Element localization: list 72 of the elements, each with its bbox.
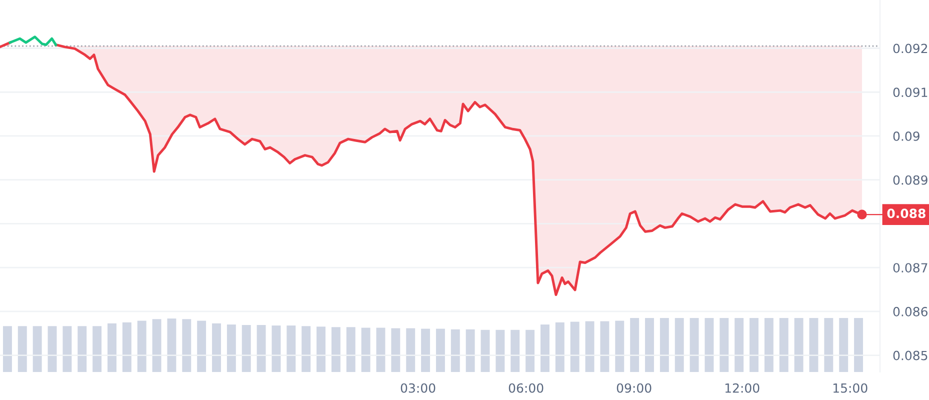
bar (182, 319, 192, 372)
bar (630, 318, 640, 372)
bar (242, 325, 251, 372)
bar (526, 330, 535, 372)
x-tick-label: 15:00 (833, 383, 868, 393)
y-tick-label: 0.087 (893, 263, 928, 273)
bar (361, 328, 370, 372)
y-tick-label: 0.089 (893, 175, 928, 185)
x-tick-label: 06:00 (508, 383, 544, 393)
bar (510, 330, 520, 372)
bar (406, 328, 416, 372)
y-tick-label: 0.091 (893, 88, 928, 98)
bar (496, 330, 505, 372)
bar (824, 318, 834, 372)
bar (302, 326, 311, 372)
bar (480, 330, 490, 372)
bar (674, 318, 684, 372)
bar (764, 318, 774, 372)
bar (585, 321, 594, 372)
bar (2, 326, 12, 372)
bar (346, 327, 356, 372)
bar (331, 327, 340, 372)
bar (108, 323, 116, 372)
bar (794, 318, 804, 372)
y-tick-label: 0.092 (893, 44, 928, 54)
annotation: 0.088 (887, 208, 926, 218)
bar (466, 329, 475, 372)
y-tick-label: 0.086 (893, 306, 928, 316)
x-tick-label: 09:00 (616, 383, 652, 393)
bar (645, 318, 654, 372)
bar (122, 322, 132, 372)
bar (376, 328, 386, 372)
bar (436, 328, 445, 372)
y-tick-label: 0.09 (893, 131, 920, 141)
line-series (8, 36, 58, 46)
bar (137, 320, 146, 372)
bar (450, 329, 460, 372)
bar (615, 320, 624, 372)
bar (78, 326, 87, 372)
bar (854, 318, 864, 372)
bar (660, 318, 669, 372)
bar (720, 318, 729, 372)
bar (839, 318, 848, 372)
bar (734, 318, 744, 372)
bar (779, 318, 788, 372)
bar (272, 326, 281, 372)
bar (421, 328, 430, 372)
bar (152, 319, 162, 372)
bar (18, 326, 27, 372)
x-tick-label: 03:00 (400, 383, 436, 393)
bar (704, 318, 714, 372)
bar (92, 326, 102, 372)
bar (226, 324, 236, 372)
bar (570, 322, 580, 372)
bar (391, 328, 400, 372)
bar (62, 326, 72, 372)
bar (256, 325, 266, 372)
bar (48, 326, 57, 372)
bar (555, 322, 564, 372)
x-tick-label: 12:00 (725, 383, 760, 393)
bar (690, 318, 699, 372)
bar (316, 326, 326, 372)
bar (197, 320, 206, 372)
bar (600, 321, 610, 372)
bar (32, 326, 42, 372)
bar (540, 324, 550, 372)
bar (809, 318, 818, 372)
y-tick-label: 0.085 (893, 350, 928, 360)
bar (167, 318, 176, 372)
bar (750, 318, 758, 372)
bar (212, 323, 221, 372)
bar (286, 326, 296, 372)
